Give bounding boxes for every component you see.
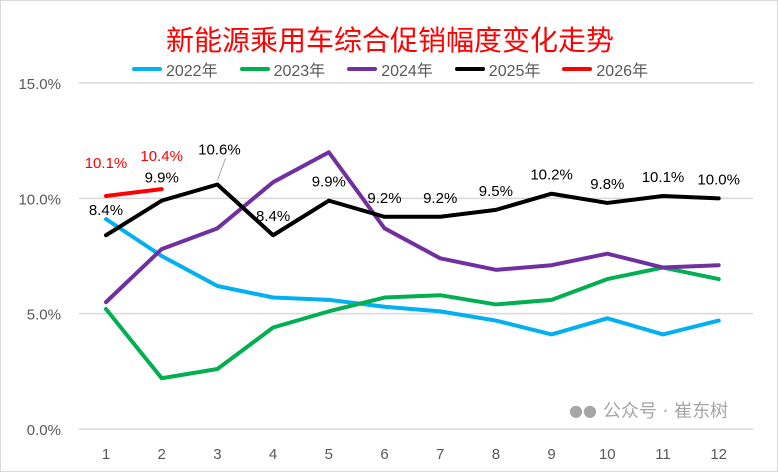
data-label: 10.6% xyxy=(198,141,241,158)
data-label: 9.5% xyxy=(479,183,513,200)
legend-item: 2026年 xyxy=(562,57,648,81)
data-label: 9.2% xyxy=(423,190,457,207)
x-tick-label: 1 xyxy=(102,446,110,463)
data-label: 9.2% xyxy=(367,190,401,207)
legend-label: 2023年 xyxy=(273,63,326,80)
wechat-icon: ●● xyxy=(569,400,597,420)
legend-item: 2022年 xyxy=(131,57,218,81)
y-tick-label: 15.0% xyxy=(18,76,61,93)
x-tick-label: 11 xyxy=(655,446,671,463)
leader-line xyxy=(216,158,226,181)
data-label: 10.0% xyxy=(697,171,740,188)
x-tick-label: 2 xyxy=(158,446,166,463)
legend-swatch xyxy=(347,67,378,71)
data-label: 9.9% xyxy=(145,170,179,187)
data-label: 8.4% xyxy=(256,208,290,225)
data-label: 9.9% xyxy=(312,174,346,191)
series-line-2025年 xyxy=(104,182,721,238)
data-label: 10.1% xyxy=(85,155,128,172)
x-tick-label: 8 xyxy=(492,446,500,463)
data-label: 10.4% xyxy=(140,148,183,165)
watermark: ●● 公众号 · 崔东树 xyxy=(569,397,728,423)
legend-swatch xyxy=(239,67,270,71)
legend-label: 2026年 xyxy=(596,63,649,80)
data-label: 9.8% xyxy=(590,176,624,193)
series-line-2022年 xyxy=(104,217,721,337)
legend-label: 2025年 xyxy=(488,63,541,80)
legend-swatch xyxy=(131,67,162,71)
watermark-text: 公众号 · 崔东树 xyxy=(602,401,729,422)
legend-label: 2024年 xyxy=(381,63,433,80)
data-label: 10.2% xyxy=(530,167,573,184)
data-label: 10.1% xyxy=(642,169,685,186)
series-line-2023年 xyxy=(104,265,721,381)
series-line-2026年 xyxy=(104,187,164,199)
legend-swatch xyxy=(454,67,485,71)
x-tick-label: 12 xyxy=(710,446,727,463)
x-tick-label: 7 xyxy=(436,446,444,463)
x-tick-label: 9 xyxy=(547,446,555,463)
legend-item: 2023年 xyxy=(239,57,326,81)
legend-item: 2024年 xyxy=(347,57,433,81)
legend-item: 2025年 xyxy=(454,57,541,81)
series-line-2024年 xyxy=(104,150,721,305)
chart-title: 新能源乘用车综合促销幅度变化走势 xyxy=(165,24,614,57)
data-label: 8.4% xyxy=(89,202,123,219)
y-tick-label: 0.0% xyxy=(27,422,61,439)
x-tick-label: 10 xyxy=(599,446,616,463)
x-tick-label: 3 xyxy=(213,446,221,463)
x-tick-label: 6 xyxy=(380,446,388,463)
x-tick-label: 5 xyxy=(325,446,333,463)
y-tick-label: 5.0% xyxy=(27,307,61,324)
legend: 2022年 2023年 2024年 2025年 2026年 xyxy=(1,57,777,81)
y-tick-label: 10.0% xyxy=(18,191,61,208)
legend-label: 2022年 xyxy=(165,63,218,80)
x-tick-label: 4 xyxy=(269,446,277,463)
legend-swatch xyxy=(562,67,593,71)
